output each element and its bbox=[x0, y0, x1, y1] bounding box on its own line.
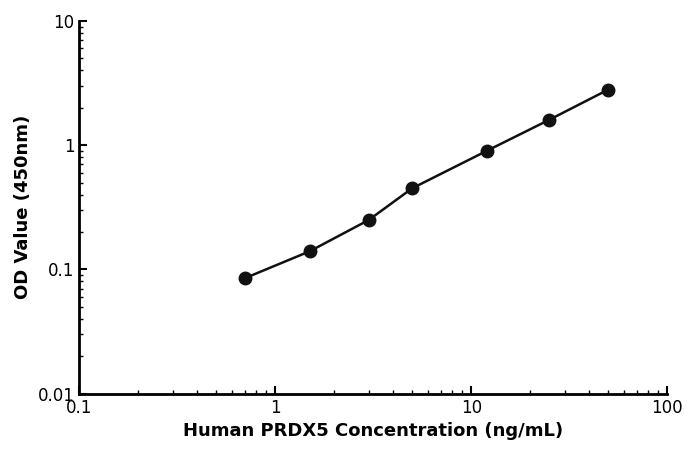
Y-axis label: OD Value (450nm): OD Value (450nm) bbox=[14, 115, 32, 300]
X-axis label: Human PRDX5 Concentration (ng/mL): Human PRDX5 Concentration (ng/mL) bbox=[183, 422, 563, 440]
